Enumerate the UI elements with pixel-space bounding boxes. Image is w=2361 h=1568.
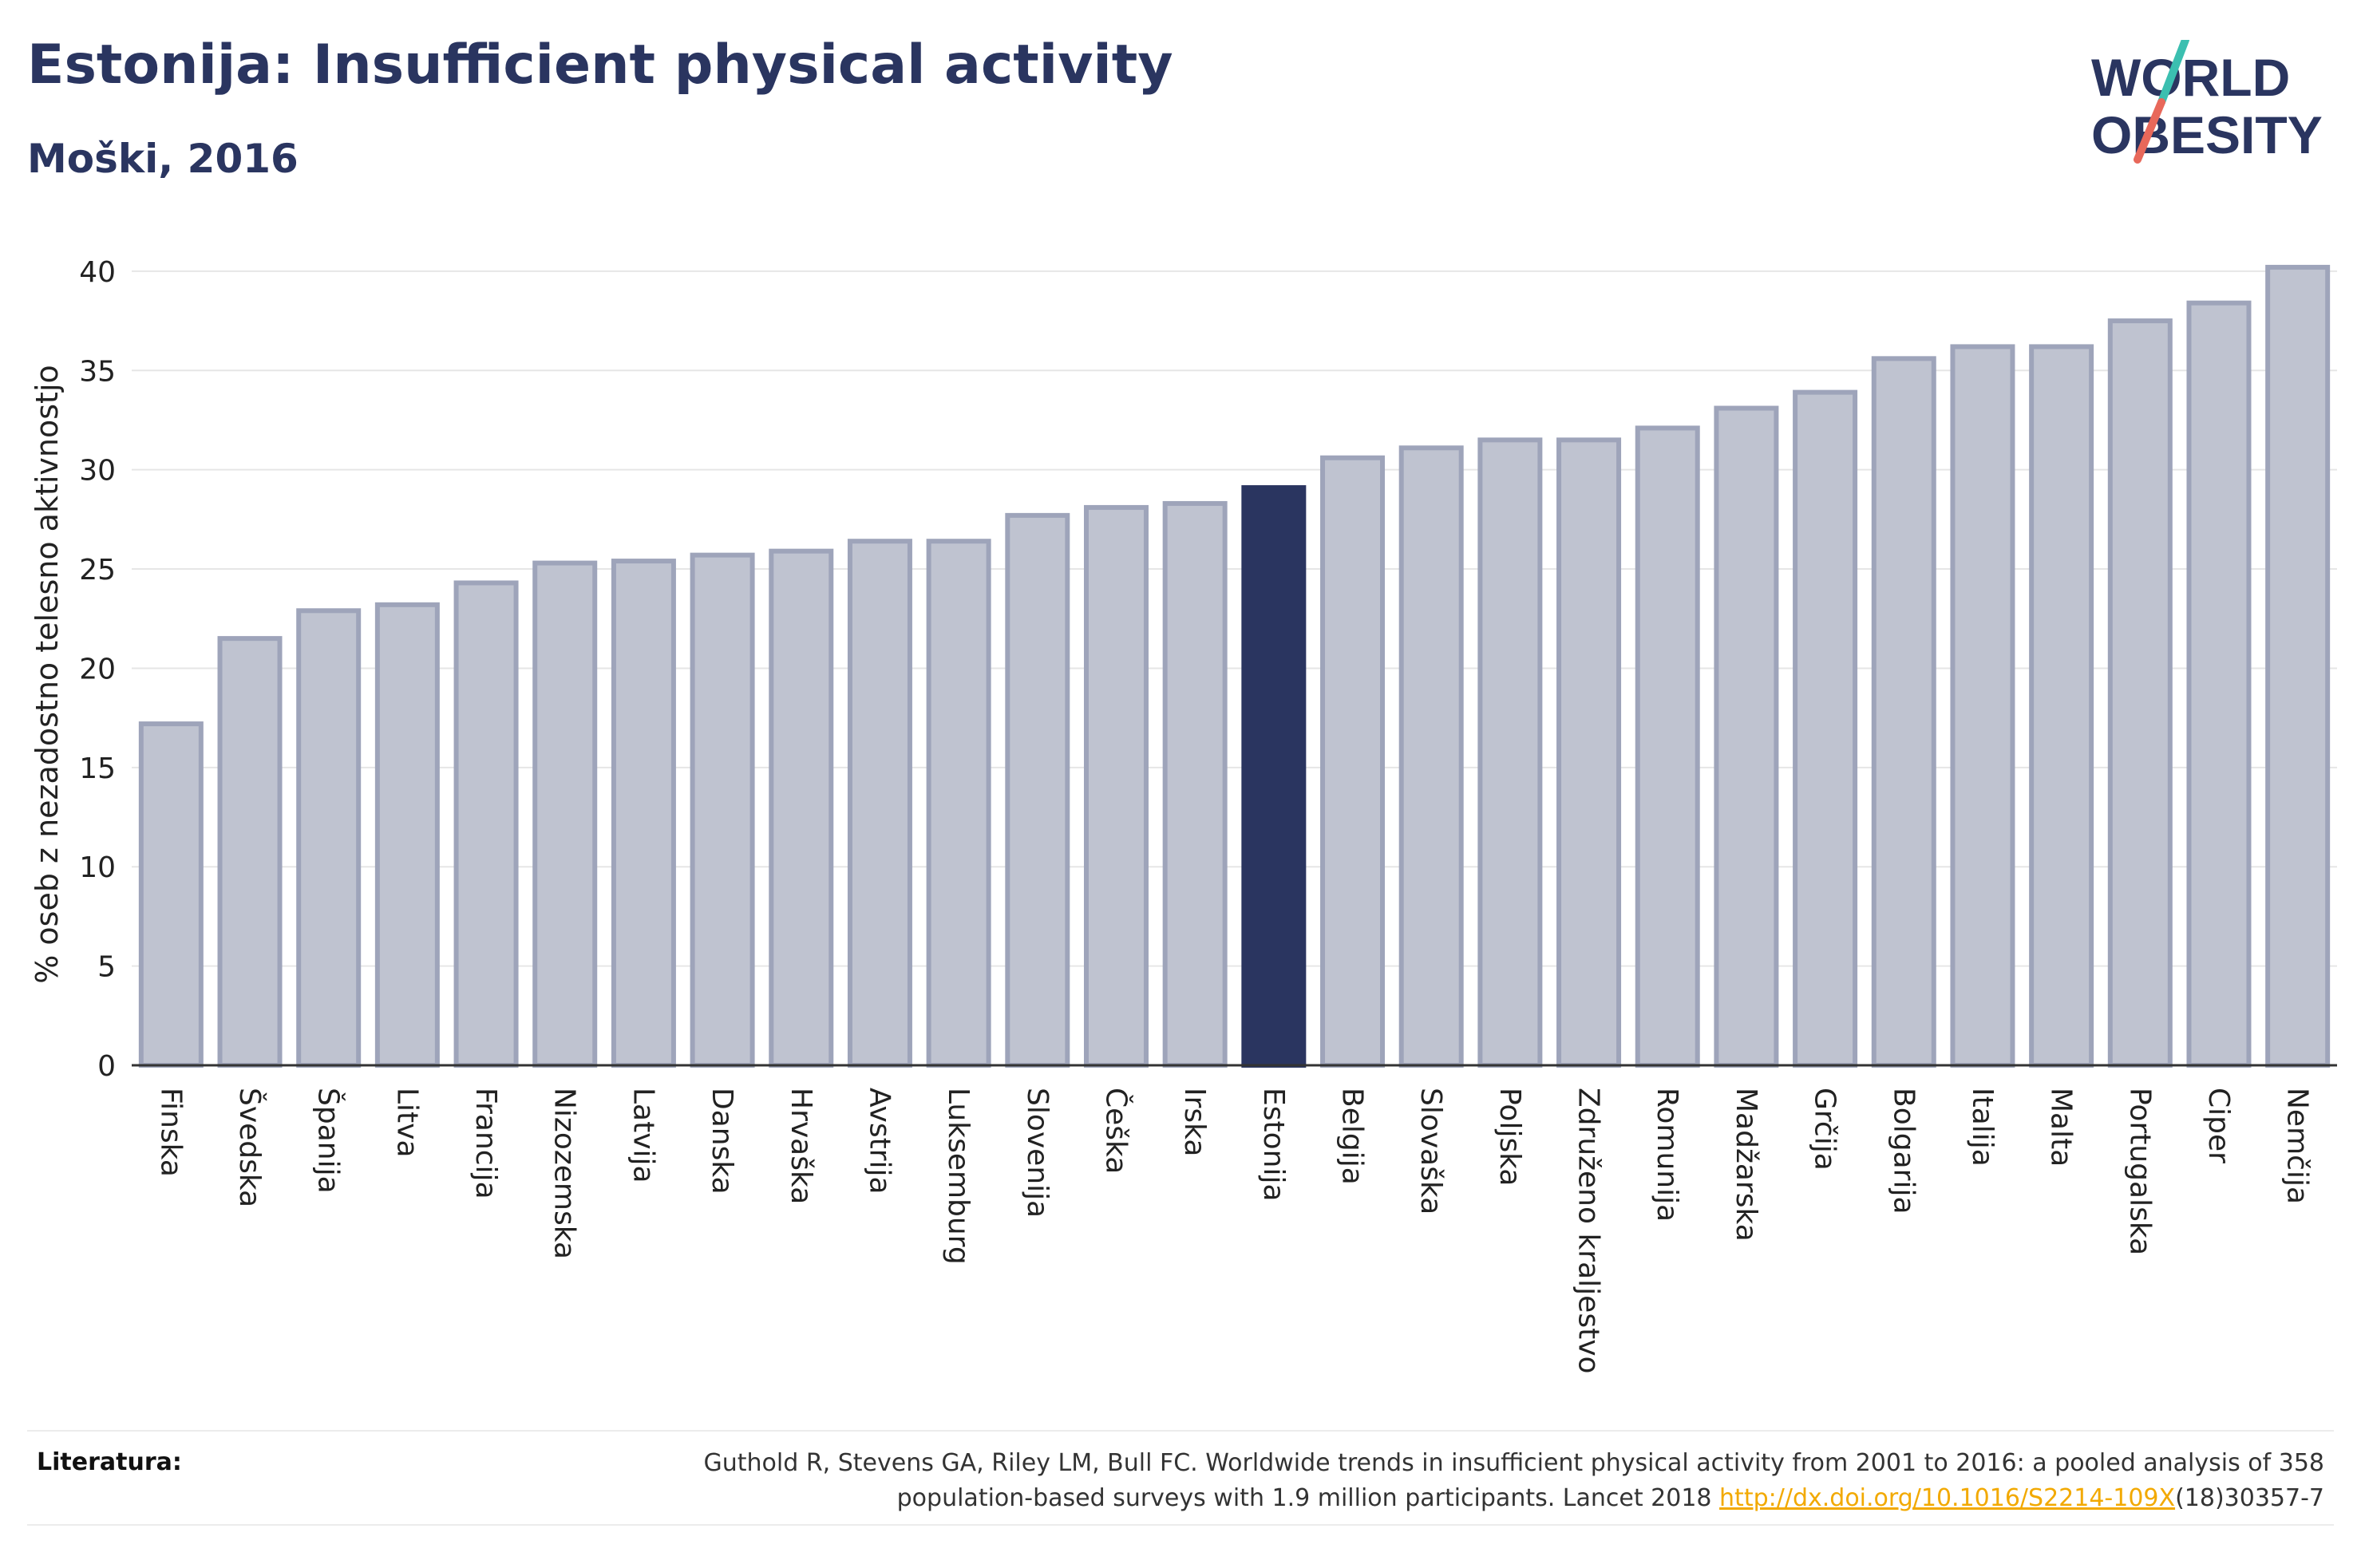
reference-line2: population-based surveys with 1.9 millio… bbox=[896, 1484, 1720, 1512]
y-tick-label: 40 bbox=[79, 256, 116, 289]
bar bbox=[2029, 344, 2094, 1068]
x-tick-label: Italija bbox=[1966, 1088, 1999, 1167]
bar bbox=[2186, 300, 2252, 1068]
world-obesity-logo: WORLD OBESITY bbox=[2091, 40, 2323, 164]
bar bbox=[1083, 504, 1149, 1068]
x-tick-label: Poljska bbox=[1493, 1088, 1526, 1187]
x-tick-label: Bolgarija bbox=[1887, 1088, 1920, 1215]
reference-link[interactable]: http://dx.doi.org/10.1016/S2214-109X bbox=[1719, 1484, 2176, 1512]
x-tick-label: Malta bbox=[2045, 1088, 2078, 1167]
y-tick-label: 30 bbox=[79, 455, 116, 488]
bar bbox=[690, 552, 755, 1068]
y-tick-label: 10 bbox=[79, 851, 116, 884]
bar bbox=[1477, 437, 1543, 1068]
bar bbox=[374, 602, 440, 1068]
footer-divider-top bbox=[27, 1430, 2334, 1432]
footer-divider-bottom bbox=[27, 1524, 2334, 1526]
x-tick-label: Češka bbox=[1099, 1088, 1133, 1174]
bar bbox=[1005, 512, 1070, 1068]
x-tick-label: Portugalska bbox=[2123, 1088, 2156, 1255]
footer-label: Literatura: bbox=[37, 1448, 182, 1476]
bars bbox=[138, 264, 2331, 1068]
chart-subtitle: Moški, 2016 bbox=[27, 136, 299, 182]
bar bbox=[1871, 356, 1936, 1068]
x-tick-label: Madžarska bbox=[1730, 1088, 1762, 1242]
y-tick-label: 25 bbox=[79, 554, 116, 587]
y-axis-ticks: 0 5 10 15 20 25 30 35 40 bbox=[79, 256, 116, 1083]
x-tick-label: Belgija bbox=[1336, 1088, 1369, 1185]
y-axis-label: % oseb z nezadostno telesno aktivnostjo bbox=[30, 365, 65, 984]
bar bbox=[296, 608, 362, 1068]
bar bbox=[1714, 405, 1779, 1068]
x-tick-label: Irska bbox=[1178, 1088, 1211, 1156]
bar bbox=[1320, 455, 1386, 1068]
bar bbox=[2107, 318, 2173, 1068]
bar-chart: 0 5 10 15 20 25 30 35 40 Finska Švedska Španija Lit… bbox=[30, 256, 2337, 1374]
footer-reference: Guthold R, Stevens GA, Riley LM, Bull FC… bbox=[488, 1446, 2324, 1516]
x-tick-label: Grčija bbox=[1809, 1088, 1841, 1171]
x-tick-label: Nizozemska bbox=[548, 1088, 581, 1259]
reference-suffix: (18)30357-7 bbox=[2175, 1484, 2324, 1512]
bar bbox=[1793, 389, 1858, 1068]
bar bbox=[847, 539, 912, 1068]
bar bbox=[453, 580, 519, 1068]
x-tick-label: Hrvaška bbox=[785, 1088, 817, 1204]
x-tick-label: Finska bbox=[154, 1088, 187, 1177]
x-tick-label: Latvija bbox=[627, 1088, 659, 1183]
logo-line1: WORLD bbox=[2091, 48, 2290, 107]
y-tick-label: 20 bbox=[79, 653, 116, 685]
bar bbox=[2265, 264, 2331, 1068]
x-tick-label: Romunija bbox=[1651, 1088, 1683, 1222]
x-tick-label: Avstrija bbox=[863, 1088, 896, 1195]
y-tick-label: 15 bbox=[79, 752, 116, 785]
bar bbox=[138, 721, 204, 1068]
x-tick-label: Litva bbox=[390, 1088, 423, 1158]
y-tick-label: 5 bbox=[97, 951, 116, 984]
x-tick-label: Združeno kraljestvo bbox=[1572, 1088, 1605, 1374]
y-tick-label: 35 bbox=[79, 355, 116, 388]
x-axis-ticks: Finska Švedska Španija Litva Francija Nizozem… bbox=[154, 1088, 2313, 1374]
bar bbox=[1635, 425, 1700, 1068]
x-tick-label: Švedska bbox=[233, 1088, 267, 1207]
bar bbox=[1241, 485, 1307, 1068]
bar bbox=[926, 539, 991, 1068]
x-tick-label: Ciper bbox=[2202, 1088, 2235, 1163]
bar bbox=[1398, 445, 1464, 1068]
bar bbox=[217, 636, 283, 1068]
x-tick-label: Francija bbox=[469, 1088, 502, 1199]
x-tick-label: Nemčija bbox=[2281, 1088, 2314, 1204]
x-tick-label: Slovaška bbox=[1414, 1088, 1447, 1215]
x-tick-label: Luksemburg bbox=[942, 1088, 975, 1265]
x-tick-label: Slovenija bbox=[1021, 1088, 1054, 1218]
logo-line2: OBESITY bbox=[2091, 105, 2323, 164]
bar bbox=[1950, 344, 2015, 1068]
logo-slash-bottom bbox=[2134, 98, 2165, 164]
y-tick-label: 0 bbox=[97, 1050, 116, 1083]
x-tick-label: Danska bbox=[706, 1088, 738, 1195]
x-tick-label: Španija bbox=[312, 1088, 346, 1194]
logo-slash-top bbox=[2157, 40, 2189, 106]
bar bbox=[1556, 437, 1622, 1068]
bar bbox=[532, 560, 598, 1068]
bar bbox=[611, 559, 676, 1068]
chart-title: Estonija: Insufficient physical activity bbox=[27, 34, 1173, 97]
reference-line1: Guthold R, Stevens GA, Riley LM, Bull FC… bbox=[703, 1449, 2324, 1477]
bar bbox=[1162, 500, 1228, 1068]
bar bbox=[769, 548, 834, 1068]
x-tick-label: Estonija bbox=[1257, 1088, 1290, 1202]
